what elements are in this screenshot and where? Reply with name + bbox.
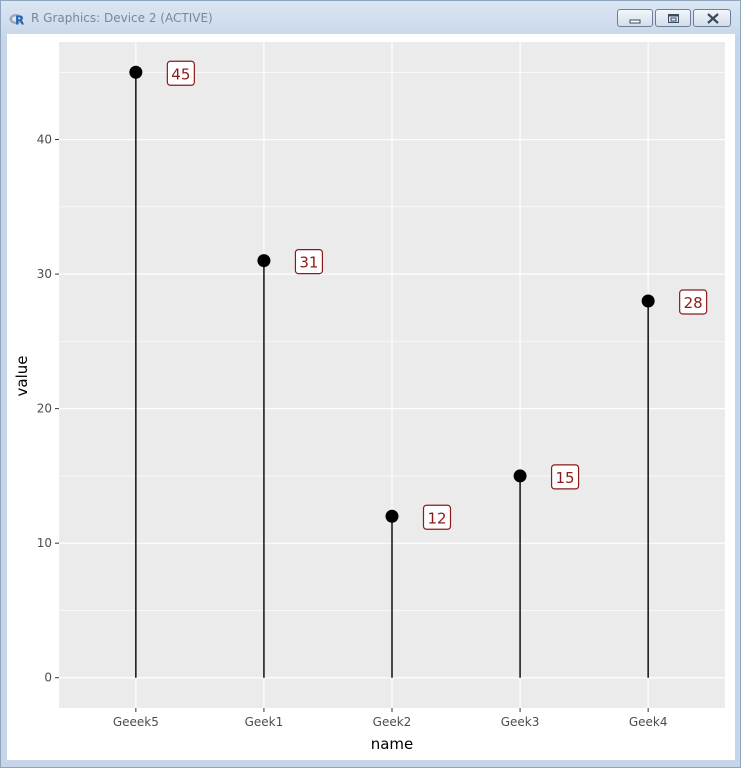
data-label-box: [550, 464, 580, 490]
data-label-box: [422, 504, 452, 530]
r-logo-icon: R: [9, 14, 24, 28]
restore-button[interactable]: [655, 9, 691, 27]
y-tick-label: 30: [37, 267, 52, 281]
y-tick-label: 10: [37, 536, 52, 550]
data-label: 28: [684, 294, 703, 312]
y-tick-label: 0: [44, 671, 52, 685]
y-tick-label: 40: [37, 133, 52, 147]
restore-icon: [668, 14, 679, 23]
x-tick-label: Geeek5: [113, 715, 159, 729]
data-label: 31: [299, 254, 318, 272]
data-label: 45: [171, 65, 190, 83]
x-tick-label: Geek2: [373, 715, 412, 729]
lollipop-point: [257, 254, 271, 268]
x-tick-label: Geek3: [501, 715, 540, 729]
y-axis-title: value: [13, 356, 31, 397]
data-label-box: [294, 249, 324, 275]
minimize-button[interactable]: [617, 9, 653, 27]
lollipop-point: [513, 469, 527, 483]
lollipop-chart: 45 31 12 15 28 0 10 20 30 40 Geeek5 Geek1 Geek2 Gee…: [13, 42, 725, 753]
minimize-icon: [629, 19, 641, 24]
y-tick-label: 20: [37, 402, 52, 416]
x-tick-label: Geek1: [245, 715, 284, 729]
x-tick-label: Geek4: [629, 715, 668, 729]
plot-canvas: 45 31 12 15 28 0 10 20 30 40 Geeek5 Geek1 Geek2 Gee…: [7, 34, 735, 760]
lollipop-point: [129, 65, 143, 79]
data-label-box: [166, 60, 195, 86]
lollipop-point: [641, 294, 655, 308]
data-label-box: [679, 289, 708, 315]
title-bar[interactable]: R R Graphics: Device 2 (ACTIVE): [1, 1, 740, 35]
lollipop-point: [385, 509, 399, 523]
close-icon: [707, 13, 719, 24]
svg-text:R: R: [15, 14, 24, 28]
x-axis-title: name: [371, 735, 414, 753]
data-label: 12: [427, 509, 446, 527]
window-title: R Graphics: Device 2 (ACTIVE): [31, 11, 213, 25]
close-button[interactable]: [693, 9, 731, 27]
data-label: 15: [556, 469, 575, 487]
